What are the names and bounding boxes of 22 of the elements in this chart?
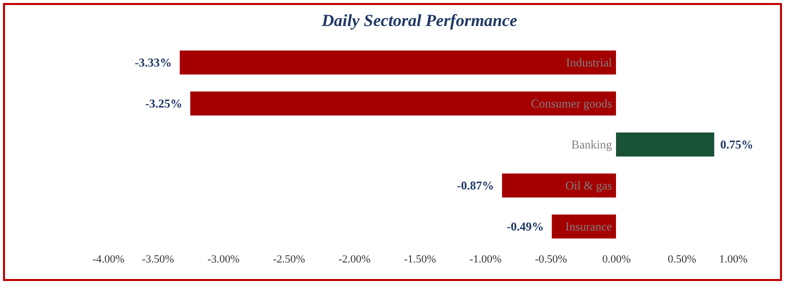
data-label: 0.75% [720, 138, 754, 152]
x-tick-label: 1.00% [719, 254, 748, 266]
data-label: -0.87% [457, 178, 494, 192]
x-tick-label: -3.50% [142, 254, 174, 266]
data-label: -3.25% [145, 96, 182, 110]
data-label: -3.33% [134, 56, 172, 70]
x-tick-label: -4.00% [92, 254, 125, 266]
x-tick-label: -1.00% [469, 254, 502, 266]
x-tick-label: -2.50% [272, 254, 306, 266]
y-tick-label: Banking [571, 138, 612, 152]
x-tick-label: 0.00% [602, 254, 631, 266]
x-tick-label: -0.50% [534, 254, 568, 266]
y-tick-label: Consumer goods [531, 96, 612, 110]
y-tick-label: Insurance [565, 220, 612, 234]
x-tick-label: -3.00% [207, 254, 240, 266]
x-tick-label: -1.50% [404, 254, 436, 266]
y-tick-label: Industrial [566, 56, 613, 70]
chart-title: Daily Sectoral Performance [320, 11, 518, 30]
x-tick-label: 0.50% [668, 254, 696, 266]
y-tick-label: Oil & gas [565, 178, 612, 192]
x-tick-label: -2.00% [338, 254, 371, 266]
data-label: -0.49% [506, 220, 544, 234]
